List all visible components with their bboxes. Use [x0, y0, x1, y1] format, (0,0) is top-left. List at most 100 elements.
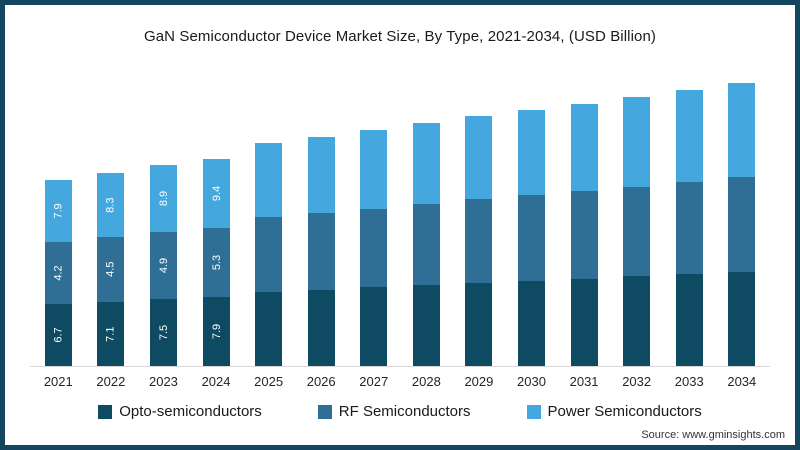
bar-segment	[570, 278, 598, 366]
bar-group	[505, 110, 558, 366]
x-axis-tick-label: 2031	[569, 374, 599, 389]
source-note: Source: www.gminsights.com	[641, 429, 785, 441]
bar-group	[400, 123, 453, 366]
x-axis-tick-label: 2021	[43, 374, 73, 389]
x-axis-tick-label: 2030	[517, 374, 546, 389]
plot-area: 7.9 4.2 6.7 8.3 4.5 7.1 8.9 4.9 7.5 9.4 5.3 7.9 202…	[30, 83, 770, 389]
bar-segment: 7.9	[44, 180, 72, 242]
x-axis-tick-label: 2025	[254, 374, 284, 389]
legend-item: Power Semiconductors	[526, 403, 702, 420]
bar-segment: 7.5	[149, 299, 177, 366]
stacked-bar	[412, 123, 440, 366]
stacked-bar	[307, 137, 335, 366]
stacked-bar	[465, 116, 493, 366]
bar-segment	[360, 130, 388, 209]
bar-segment: 6.7	[44, 304, 72, 366]
bar-segment: 4.2	[44, 242, 72, 304]
bar-segment	[675, 182, 703, 274]
legend-item: RF Semiconductors	[317, 403, 471, 420]
bar-segment	[728, 83, 756, 178]
bar-segment	[623, 186, 651, 277]
bar-segment	[412, 204, 440, 285]
bar-segment: 9.4	[202, 159, 230, 228]
stacked-bar	[360, 130, 388, 367]
x-axis-tick-label: 2026	[306, 374, 336, 389]
bar-segment: 8.3	[97, 173, 125, 238]
x-axis-tick-label: 2033	[674, 374, 704, 389]
bar-segment	[623, 276, 651, 367]
x-axis-tick-label: 2028	[411, 374, 441, 389]
bar-value-label: 5.3	[210, 254, 223, 271]
bar-segment	[675, 274, 703, 366]
bar-segment	[412, 285, 440, 366]
bar-segment	[570, 191, 598, 279]
legend-swatch-icon	[526, 404, 541, 419]
stacked-bar: 7.9 4.2 6.7	[44, 180, 72, 366]
x-axis-line	[30, 366, 770, 367]
stacked-bar	[517, 110, 545, 366]
legend-swatch-icon	[98, 404, 113, 419]
bar-segment	[465, 199, 493, 283]
bar-segment: 5.3	[202, 228, 230, 297]
stacked-bar	[728, 83, 756, 366]
legend-item: Opto-semiconductors	[98, 403, 262, 420]
bar-group	[295, 137, 348, 366]
bar-segment	[255, 217, 283, 292]
bar-segment	[307, 137, 335, 214]
bar-group	[347, 130, 400, 367]
bar-segment	[517, 110, 545, 196]
legend: Opto-semiconductors RF Semiconductors Powe…	[5, 403, 795, 420]
stacked-bar: 9.4 5.3 7.9	[202, 159, 230, 366]
x-axis-tick-label: 2034	[727, 374, 757, 389]
bar-group	[242, 143, 295, 366]
legend-label: Power Semiconductors	[547, 403, 702, 420]
legend-label: RF Semiconductors	[338, 403, 471, 420]
stacked-bar	[570, 104, 598, 366]
bar-value-label: 7.9	[210, 323, 223, 340]
x-axis-tick-label: 2027	[359, 374, 389, 389]
bar-segment	[570, 104, 598, 192]
bar-segment	[255, 291, 283, 366]
bar-segment: 4.9	[149, 232, 177, 299]
bar-segment: 8.9	[149, 165, 177, 232]
stacked-bar: 8.9 4.9 7.5	[149, 165, 177, 366]
bar-group	[663, 90, 716, 366]
bars-row: 7.9 4.2 6.7 8.3 4.5 7.1 8.9 4.9 7.5 9.4 5.3 7.9	[30, 83, 770, 367]
stacked-bar	[675, 90, 703, 366]
bar-group	[558, 104, 611, 366]
bar-segment	[623, 97, 651, 187]
bar-segment: 4.5	[97, 237, 125, 302]
bar-segment	[728, 271, 756, 366]
bar-group	[716, 83, 769, 366]
bar-group: 7.9 4.2 6.7	[32, 180, 85, 366]
x-axis-tick-label: 2023	[148, 374, 178, 389]
stacked-bar: 8.3 4.5 7.1	[97, 173, 125, 366]
bar-segment	[360, 208, 388, 288]
bar-group	[453, 116, 506, 366]
bar-segment	[517, 280, 545, 366]
bar-segment	[465, 116, 493, 200]
chart-title: GaN Semiconductor Device Market Size, By…	[143, 28, 657, 45]
x-axis-tick-label: 2032	[622, 374, 652, 389]
x-axis-tick-label: 2029	[464, 374, 494, 389]
bar-segment	[307, 213, 335, 290]
bar-value-label: 9.4	[210, 185, 223, 202]
legend-swatch-icon	[317, 404, 332, 419]
bar-segment	[465, 282, 493, 366]
bar-segment	[360, 287, 388, 367]
x-axis-tick-label: 2024	[201, 374, 231, 389]
bar-segment	[728, 177, 756, 272]
stacked-bar	[623, 97, 651, 367]
x-axis-tick-label: 2022	[96, 374, 126, 389]
stacked-bar	[255, 143, 283, 366]
bar-segment: 7.1	[97, 301, 125, 366]
bar-segment	[412, 123, 440, 204]
bar-segment	[255, 143, 283, 218]
bar-segment	[307, 289, 335, 366]
bar-segment: 7.9	[202, 297, 230, 366]
bar-segment	[517, 195, 545, 281]
bar-segment	[675, 90, 703, 182]
bar-group: 9.4 5.3 7.9	[190, 159, 243, 366]
legend-label: Opto-semiconductors	[119, 403, 262, 420]
